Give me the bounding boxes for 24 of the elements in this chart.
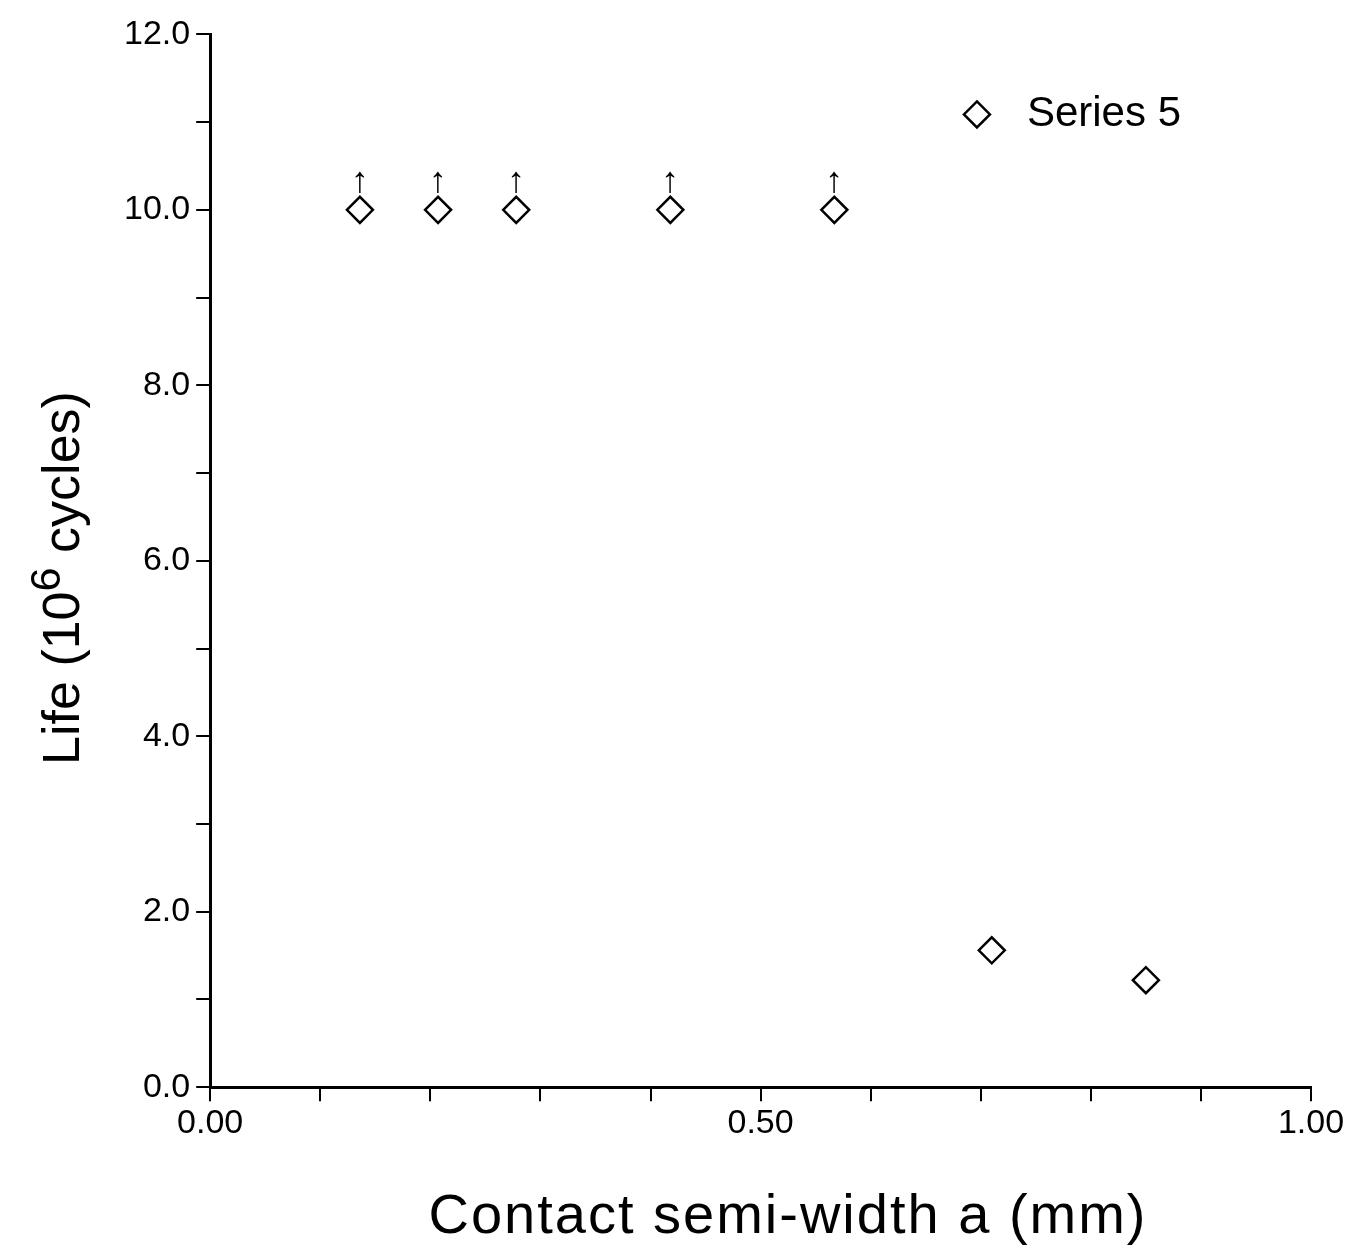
point (423, 195, 453, 225)
x-tick-label: 0.50 (727, 1101, 794, 1140)
x-axis-title: Contact semi-width a (mm) (428, 1180, 1148, 1246)
y-tick-label: 8.0 (142, 363, 191, 402)
point (656, 195, 685, 225)
y-tick-label: 2.0 (142, 890, 191, 929)
y-tick-label: 0.0 (142, 1065, 191, 1104)
annotation: ↑ (350, 158, 369, 200)
point (501, 195, 531, 225)
annotation: ↑ (507, 158, 526, 200)
y-tick-label: 10.0 (123, 188, 191, 227)
annotation: ↑ (661, 158, 680, 200)
point (1131, 965, 1161, 995)
y-tick-label: 4.0 (142, 714, 191, 753)
point (977, 936, 1007, 965)
annotation: ↑ (825, 158, 844, 200)
y-tick-label: 12.0 (123, 12, 191, 51)
legend-label: Series 5 (1026, 87, 1181, 135)
point (820, 195, 849, 225)
x-tick-label: 0.00 (177, 1101, 244, 1140)
point (345, 195, 375, 225)
annotation: ↑ (429, 158, 448, 200)
x-tick-label: 1.00 (1277, 1101, 1345, 1140)
y-tick-label: 6.0 (142, 539, 191, 578)
